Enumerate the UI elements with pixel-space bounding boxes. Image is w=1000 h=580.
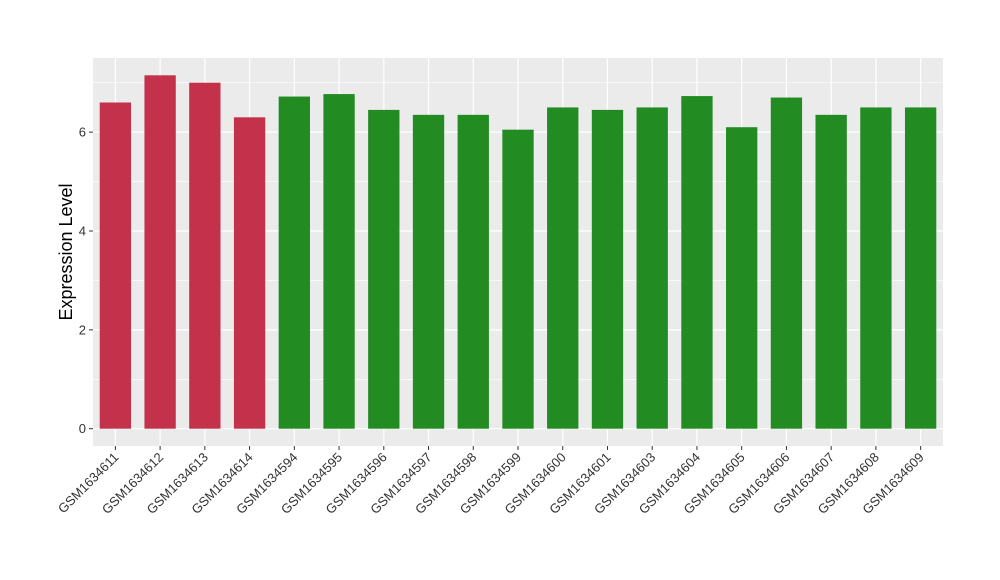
y-axis: 0 2 4 6 (79, 125, 93, 436)
bar (636, 107, 668, 429)
bar (144, 75, 176, 429)
bar (278, 96, 310, 429)
y-tick-label: 0 (79, 421, 86, 436)
bar (323, 94, 355, 429)
y-tick-label: 2 (79, 322, 86, 337)
bar (502, 129, 534, 429)
y-axis-label: Expression Level (56, 183, 76, 320)
bar (412, 114, 445, 429)
bars (99, 75, 937, 429)
bar (681, 96, 713, 429)
bar (904, 107, 937, 429)
bar (726, 127, 758, 429)
bar (547, 107, 579, 429)
bar (860, 107, 892, 429)
bar (233, 117, 266, 429)
bar (368, 109, 400, 429)
bar (591, 109, 624, 429)
bar (770, 97, 803, 429)
y-tick-label: 6 (79, 125, 86, 140)
bar (815, 114, 847, 429)
x-axis: GSM1634611GSM1634612GSM1634613GSM1634614… (55, 446, 927, 517)
bar (99, 102, 132, 429)
y-tick-label: 4 (79, 223, 86, 238)
bar (457, 114, 489, 429)
bar (189, 82, 221, 429)
